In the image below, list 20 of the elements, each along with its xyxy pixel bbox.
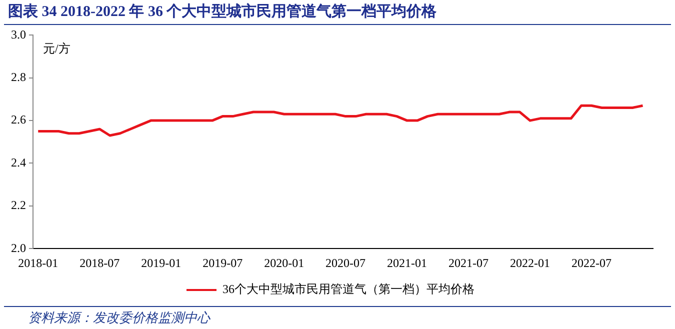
x-tick-label: 2018-07 (80, 256, 120, 270)
x-tick-label: 2019-01 (141, 256, 182, 270)
x-tick-label: 2019-07 (202, 256, 243, 270)
y-tick-label: 2.4 (11, 155, 26, 170)
y-tick-label: 3.0 (11, 27, 26, 42)
x-tick-label: 2021-01 (387, 256, 428, 270)
y-axis-title: 元/方 (43, 41, 70, 56)
x-tick-label: 2018-01 (18, 256, 58, 270)
x-tick-label: 2020-01 (264, 256, 304, 270)
chart-title: 图表 34 2018-2022 年 36 个大中型城市民用管道气第一档平均价格 (4, 0, 671, 25)
x-tick-label: 2022-01 (510, 256, 550, 270)
legend-label: 36个大中型城市民用管道气（第一档）平均价格 (222, 282, 474, 296)
x-tick-label: 2022-07 (572, 256, 612, 270)
y-tick-label: 2.8 (11, 70, 26, 84)
x-tick-label: 2021-07 (448, 256, 489, 270)
text: 资料来源：发改委价格监测中心 (4, 306, 671, 329)
y-tick-label: 2.6 (11, 112, 26, 127)
y-tick-label: 2.2 (11, 198, 26, 212)
y-tick-label: 2.0 (11, 240, 26, 255)
x-tick-label: 2020-07 (326, 256, 366, 270)
